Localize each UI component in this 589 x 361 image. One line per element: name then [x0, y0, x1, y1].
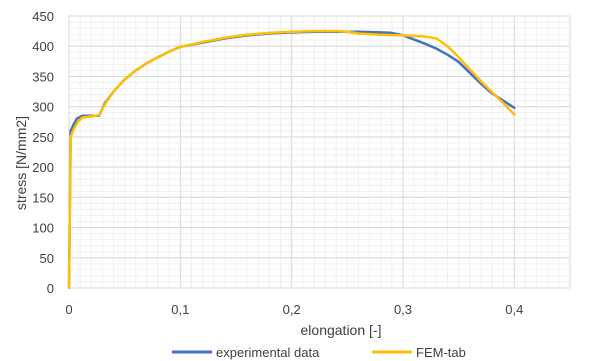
x-tick-label: 0,4: [505, 302, 523, 317]
x-tick-label: 0,2: [283, 302, 301, 317]
y-tick-label: 250: [32, 130, 54, 145]
y-tick-label: 150: [32, 190, 54, 205]
y-tick-label: 200: [32, 160, 54, 175]
x-tick-label: 0,1: [171, 302, 189, 317]
legend: experimental data FEM-tab: [172, 345, 466, 360]
legend-label-fem: FEM-tab: [416, 345, 466, 360]
series-lines: [67, 29, 516, 290]
y-tick-label: 350: [32, 69, 54, 84]
y-tick-label: 300: [32, 100, 54, 115]
y-tick-label: 450: [32, 9, 54, 24]
gridlines: [68, 15, 571, 289]
y-tick-label: 50: [40, 251, 54, 266]
y-axis-title: stress [N/mm2]: [13, 116, 29, 210]
y-tick-label: 0: [47, 281, 54, 296]
series-line-fem: [67, 29, 516, 290]
x-axis-title: elongation [-]: [301, 322, 382, 338]
x-tick-label: 0,3: [394, 302, 412, 317]
y-tick-label: 400: [32, 39, 54, 54]
x-tick-label: 0: [65, 302, 72, 317]
tick-labels: 0 50 100 150 200 250 300 350 400 450 0 0,1 0,2 0,3 0,4: [32, 9, 523, 317]
y-tick-label: 100: [32, 221, 54, 236]
legend-label-experimental: experimental data: [216, 345, 320, 360]
